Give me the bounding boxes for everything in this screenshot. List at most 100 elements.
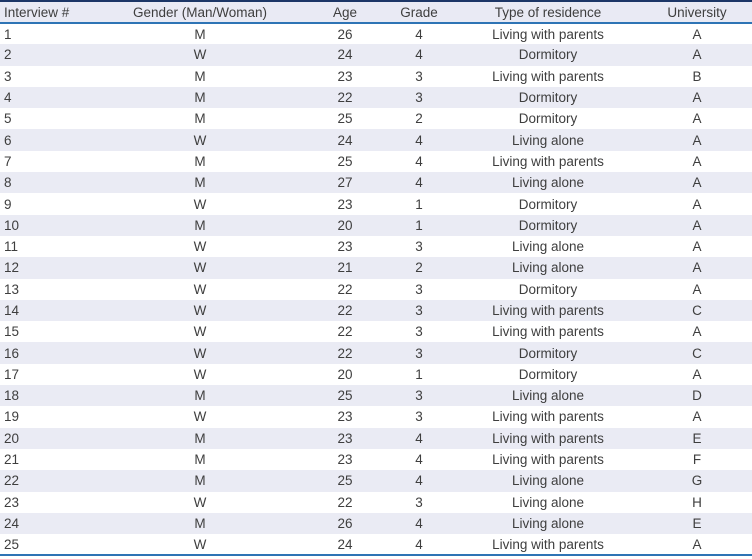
cell-interview: 6 (0, 129, 94, 151)
table-row: 8 M 27 4 Living alone A (0, 172, 752, 194)
cell-residence: Living alone (454, 470, 642, 492)
cell-age: 22 (337, 494, 353, 510)
cell-grade: 1 (415, 366, 423, 382)
cell-gender: W (94, 257, 306, 279)
cell-residence: Dormitory (518, 366, 578, 382)
cell-university: E (642, 427, 752, 449)
cell-age: 26 (337, 26, 353, 42)
cell-gender: M (194, 26, 206, 42)
cell-gender: W (94, 342, 306, 364)
cell-age: 25 (306, 470, 384, 492)
cell-university: C (642, 342, 752, 364)
cell-residence: Living with parents (492, 68, 604, 84)
cell-university: A (692, 409, 702, 425)
cell-interview: 17 (4, 366, 20, 382)
cell-university: A (642, 129, 752, 151)
cell-gender: M (194, 111, 206, 127)
cell-grade: 4 (415, 536, 423, 552)
cell-university: G (642, 470, 752, 492)
cell-university: A (692, 366, 702, 382)
cell-grade: 3 (384, 342, 454, 364)
cell-grade: 3 (384, 299, 454, 322)
cell-grade: 3 (415, 281, 423, 297)
cell-age: 24 (306, 44, 384, 66)
cell-grade: 4 (415, 26, 423, 42)
cell-gender: W (94, 129, 306, 151)
cell-residence: Living with parents (492, 26, 604, 42)
header-row: Interview # Gender (Man/Woman) Age Grade Typ… (0, 1, 752, 24)
cell-interview: 19 (4, 409, 20, 425)
table-row: 7 M 25 4 Living with parents A (0, 151, 752, 172)
cell-university: C (642, 299, 752, 322)
table-row: 13 W 22 3 Dormitory A (0, 279, 752, 300)
cell-interview: 1 (4, 26, 12, 42)
cell-gender: M (94, 385, 306, 407)
table-row: 3 M 23 3 Living with parents B (0, 66, 752, 87)
cell-university: A (692, 153, 702, 169)
cell-residence: Dormitory (454, 86, 642, 109)
cell-gender: W (193, 324, 207, 340)
cell-university: D (642, 385, 752, 407)
cell-interview: 12 (0, 257, 94, 279)
cell-age: 22 (337, 281, 353, 297)
cell-age: 23 (337, 239, 353, 255)
cell-gender: M (94, 470, 306, 492)
cell-grade: 3 (384, 86, 454, 109)
table-row: 12 W 21 2 Living alone A (0, 257, 752, 279)
cell-grade: 4 (384, 470, 454, 492)
cell-residence: Dormitory (454, 214, 642, 236)
table-row: 24 M 26 4 Living alone E (0, 512, 752, 535)
table-row: 5 M 25 2 Dormitory A (0, 108, 752, 129)
cell-interview: 23 (4, 494, 20, 510)
cell-residence: Dormitory (454, 342, 642, 364)
cell-age: 22 (306, 86, 384, 109)
column-header-age: Age (306, 1, 384, 24)
cell-interview: 9 (4, 196, 12, 212)
cell-interview: 8 (0, 172, 94, 194)
cell-age: 25 (337, 111, 353, 127)
cell-age: 26 (306, 512, 384, 535)
cell-interview: 16 (0, 342, 94, 364)
cell-age: 23 (337, 452, 353, 468)
cell-residence: Living with parents (454, 427, 642, 449)
cell-interview: 10 (0, 214, 94, 236)
cell-gender: W (193, 281, 207, 297)
table-row: 4 M 22 3 Dormitory A (0, 86, 752, 109)
cell-age: 24 (306, 129, 384, 151)
cell-residence: Living with parents (492, 452, 604, 468)
cell-interview: 4 (0, 86, 94, 109)
cell-grade: 3 (415, 68, 423, 84)
cell-gender: M (94, 512, 306, 535)
cell-interview: 5 (4, 111, 12, 127)
cell-grade: 3 (415, 494, 423, 510)
table-body: 1 M 26 4 Living with parents A 2 W 24 4 Dormitory A… (0, 23, 752, 555)
cell-residence: Living with parents (492, 153, 604, 169)
cell-grade: 1 (384, 214, 454, 236)
cell-residence: Dormitory (518, 196, 578, 212)
table-row: 23 W 22 3 Living alone H (0, 492, 752, 513)
cell-interview: 13 (4, 281, 20, 297)
table-row: 2 W 24 4 Dormitory A (0, 44, 752, 66)
cell-interview: 20 (0, 427, 94, 449)
cell-residence: Living alone (454, 129, 642, 151)
table-row: 22 M 25 4 Living alone G (0, 470, 752, 492)
cell-gender: W (193, 239, 207, 255)
cell-residence: Dormitory (454, 44, 642, 66)
cell-grade: 4 (384, 427, 454, 449)
cell-interview: 2 (0, 44, 94, 66)
table-row: 14 W 22 3 Living with parents C (0, 299, 752, 322)
cell-grade: 4 (384, 44, 454, 66)
cell-interview: 25 (4, 536, 20, 552)
cell-university: A (692, 536, 702, 552)
cell-residence: Living alone (454, 512, 642, 535)
cell-grade: 4 (384, 129, 454, 151)
cell-grade: 3 (415, 409, 423, 425)
cell-gender: M (94, 214, 306, 236)
table-row: 9 W 23 1 Dormitory A (0, 193, 752, 214)
cell-residence: Living alone (454, 385, 642, 407)
cell-residence: Living alone (454, 257, 642, 279)
table-row: 1 M 26 4 Living with parents A (0, 23, 752, 44)
cell-age: 22 (306, 299, 384, 322)
cell-gender: W (94, 44, 306, 66)
cell-age: 22 (337, 324, 353, 340)
